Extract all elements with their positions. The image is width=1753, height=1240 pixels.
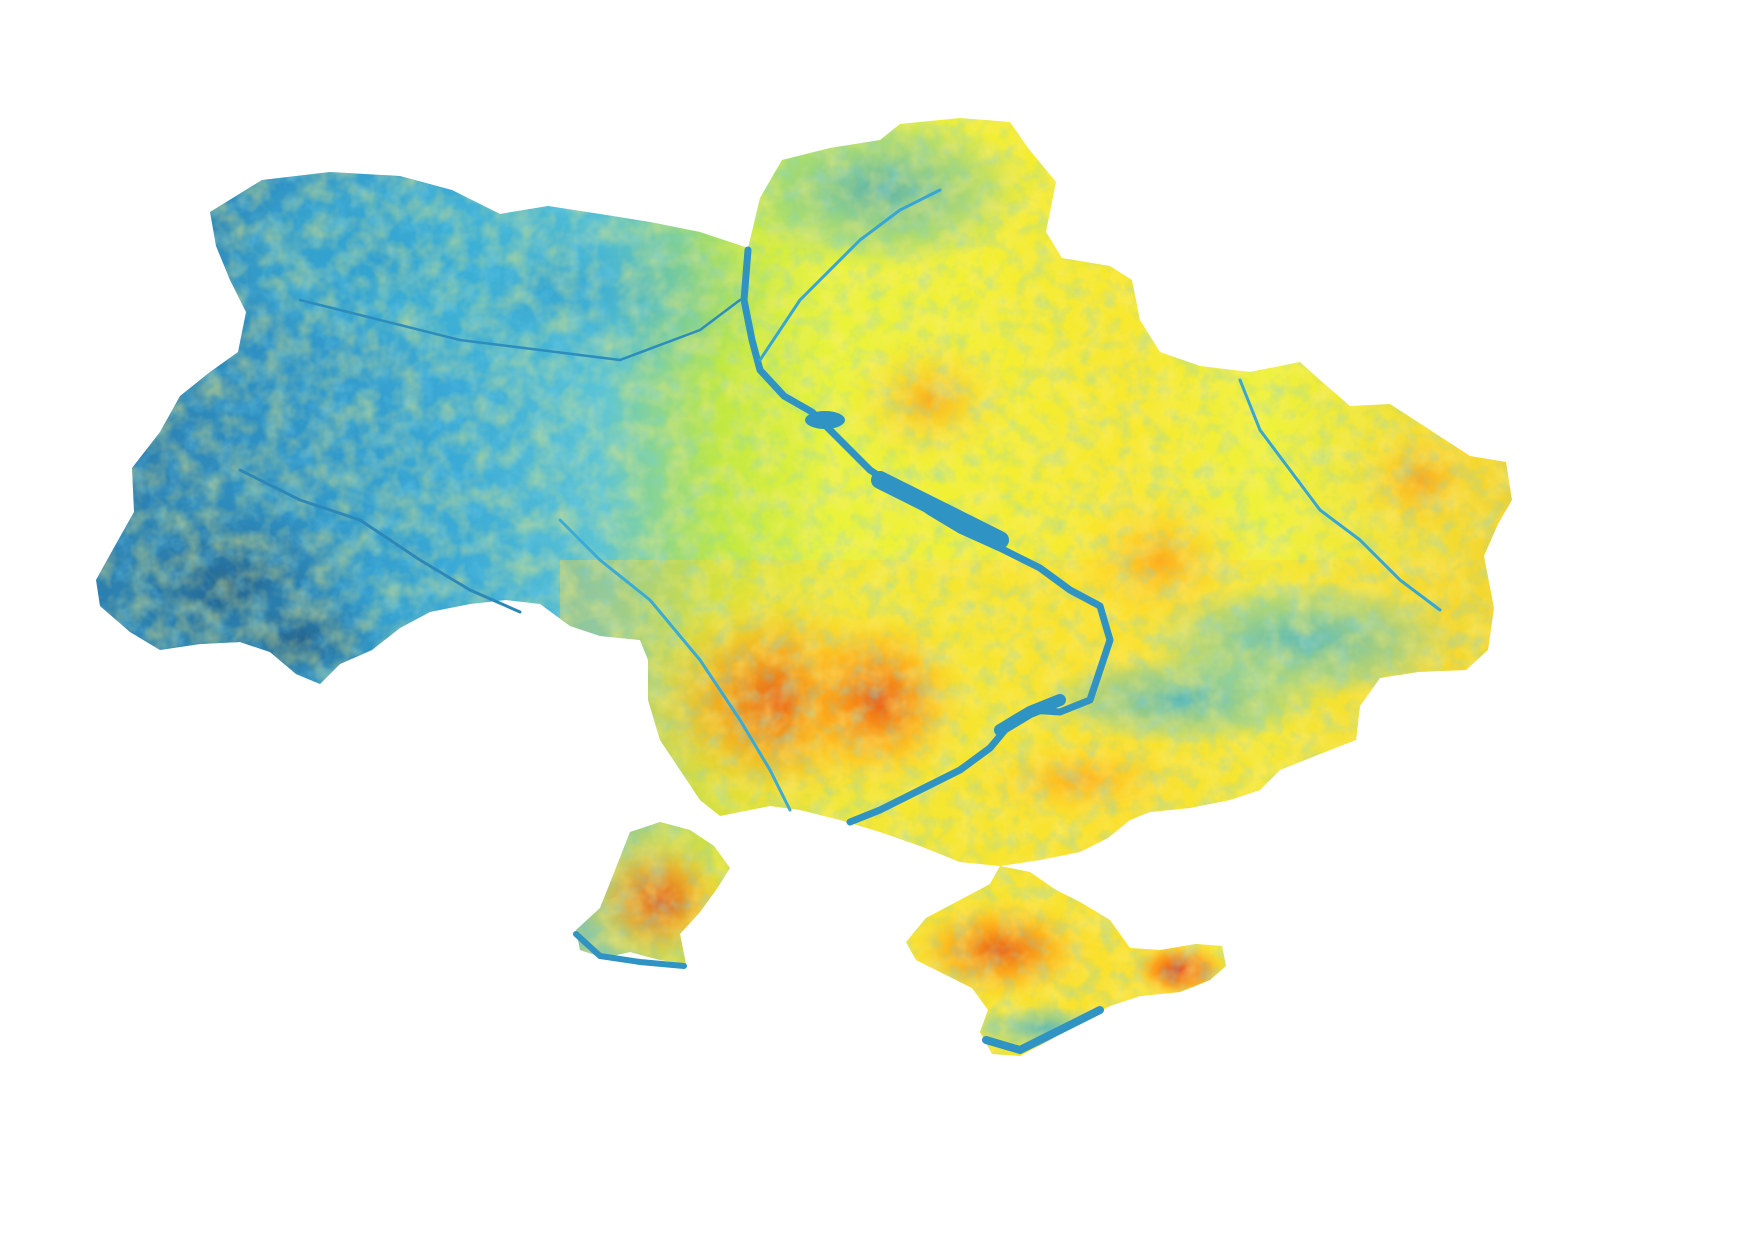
dniester-river [238, 468, 522, 614]
siverskyi-donets-river [1238, 378, 1442, 612]
southern-buh-river [558, 518, 792, 812]
dnipro-river [740, 246, 1114, 826]
danube-delta [573, 931, 687, 969]
kaniv-reservoir [805, 411, 845, 429]
kakhovka-reservoir [994, 694, 1066, 736]
pripyat-river [298, 298, 742, 362]
kremenchuk-reservoir [871, 471, 1009, 549]
crimea-south-coast [982, 1006, 1104, 1055]
desna-river [758, 188, 942, 362]
map-surface [96, 118, 1512, 1056]
rivers [238, 188, 1442, 969]
